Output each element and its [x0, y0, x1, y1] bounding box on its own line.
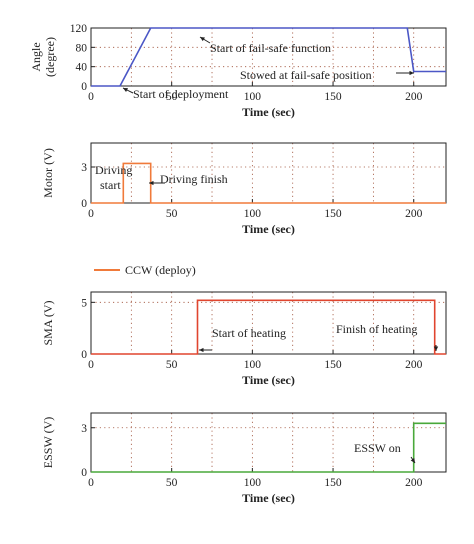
y-tick-label: 5	[81, 297, 87, 309]
x-tick-label: 0	[88, 359, 94, 371]
x-tick-label: 200	[405, 477, 423, 489]
x-tick-label: 100	[244, 359, 262, 371]
y-tick-label: 3	[81, 162, 87, 174]
plot-frame	[90, 142, 447, 204]
x-tick-label: 50	[166, 477, 178, 489]
annotation-arrowhead	[200, 37, 205, 42]
annotation-arrowhead	[123, 88, 128, 92]
x-tick-label: 0	[88, 208, 94, 220]
annotation-label: start	[100, 178, 121, 192]
legend: CCW (deploy)	[94, 263, 196, 277]
x-tick-label: 150	[324, 477, 342, 489]
annotation-label: ESSW on	[354, 441, 401, 455]
y-tick-label: 0	[81, 467, 87, 479]
y-tick-label: 40	[76, 62, 88, 74]
x-tick-label: 0	[88, 91, 94, 103]
annotation-label: Start of deployment	[133, 87, 229, 101]
annotation-arrowhead	[410, 458, 415, 463]
x-tick-label: 100	[244, 477, 262, 489]
y-tick-label: 0	[81, 198, 87, 210]
y-tick-label: 80	[76, 42, 88, 54]
plot-frame	[90, 291, 447, 355]
y-axis-label: SMA (V)	[41, 300, 55, 345]
annotation-label: Driving	[95, 163, 132, 177]
annotation-label: Stowed at fail-safe position	[240, 68, 372, 82]
annotation-label: Start of fail-safe function	[210, 41, 331, 55]
series-line	[91, 27, 446, 87]
annotation-label: Driving finish	[160, 172, 228, 186]
annotation-label: Start of heating	[212, 326, 286, 340]
x-axis-label: Time (sec)	[242, 105, 295, 119]
x-tick-label: 50	[166, 91, 178, 103]
annotation-label: Finish of heating	[336, 322, 417, 336]
x-axis-label: Time (sec)	[242, 373, 295, 387]
x-tick-label: 0	[88, 477, 94, 489]
x-tick-label: 150	[324, 91, 342, 103]
x-tick-label: 150	[324, 208, 342, 220]
y-axis-label: ESSW (V)	[41, 417, 55, 468]
x-tick-label: 50	[166, 359, 178, 371]
y-tick-label: 3	[81, 423, 87, 435]
annotation-arrowhead	[409, 70, 414, 76]
annotation-arrowhead	[199, 347, 204, 353]
series-line	[91, 162, 446, 204]
annotation-arrowhead	[149, 180, 154, 186]
y-tick-label: 0	[81, 349, 87, 361]
legend-label-ccw: CCW (deploy)	[125, 263, 196, 277]
x-tick-label: 50	[166, 208, 178, 220]
x-tick-label: 200	[405, 359, 423, 371]
x-axis-label: Time (sec)	[242, 222, 295, 236]
series-line	[91, 422, 446, 473]
series-line	[91, 299, 446, 355]
y-axis-label: Motor (V)	[41, 148, 55, 198]
y-tick-label: 120	[70, 23, 88, 35]
y-tick-label: 0	[81, 81, 87, 93]
x-tick-label: 100	[244, 91, 262, 103]
x-tick-label: 100	[244, 208, 262, 220]
y-axis-label: Angle	[29, 42, 43, 71]
x-tick-label: 200	[405, 208, 423, 220]
annotation-arrowhead	[433, 346, 439, 351]
x-tick-label: 200	[405, 91, 423, 103]
x-axis-label: Time (sec)	[242, 491, 295, 505]
x-tick-label: 150	[324, 359, 342, 371]
y-axis-label: (degree)	[43, 37, 57, 77]
